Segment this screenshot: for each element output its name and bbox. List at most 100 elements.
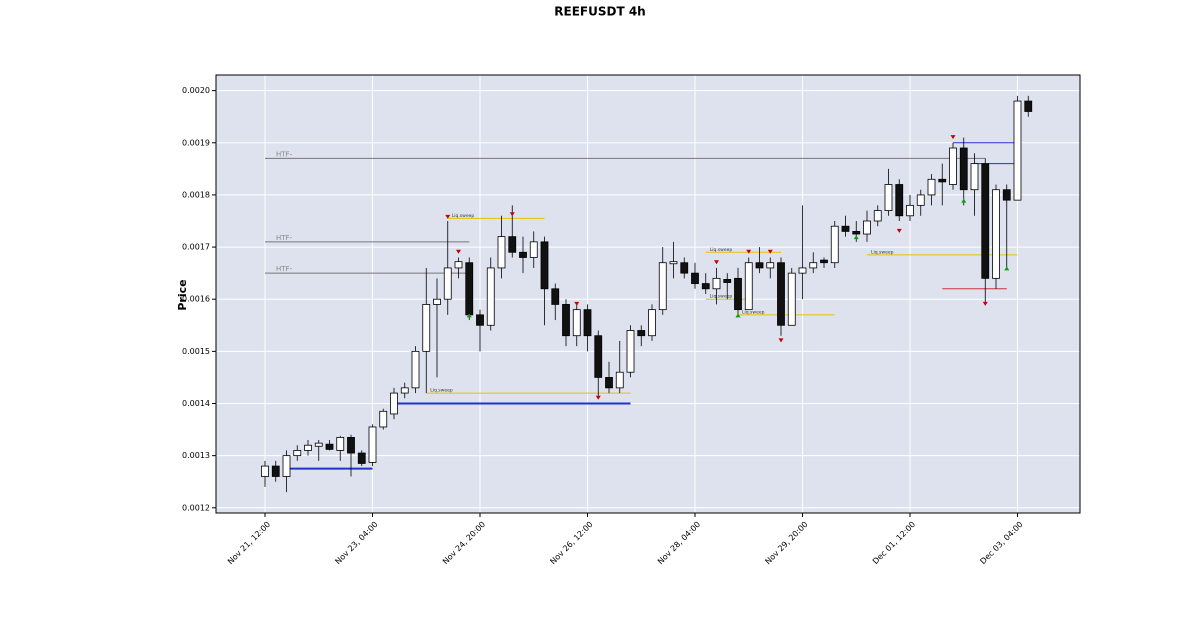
candle-body	[701, 283, 710, 290]
candle-body	[314, 442, 323, 447]
candle	[916, 189, 925, 216]
candle	[411, 346, 420, 394]
candle	[443, 221, 452, 315]
candle	[605, 361, 613, 394]
candle	[519, 236, 527, 274]
candle	[787, 267, 796, 326]
signal-marker	[735, 313, 741, 318]
candle	[476, 309, 484, 352]
candle	[594, 330, 603, 399]
candle-body	[400, 387, 409, 394]
x-tick-label: Nov 24, 20:00	[441, 520, 487, 566]
signal-marker	[950, 135, 956, 140]
candle-body	[486, 267, 495, 326]
candle	[293, 445, 302, 461]
candle-body	[261, 465, 269, 477]
y-axis-label: Price	[176, 279, 189, 310]
candle	[830, 221, 839, 268]
candle	[1002, 184, 1011, 268]
candle-body	[540, 241, 549, 290]
candle-body	[895, 184, 904, 217]
signal-marker	[574, 301, 580, 306]
x-tick-label: Nov 26, 12:00	[548, 520, 594, 566]
level-label: Liq.sweep	[452, 213, 475, 219]
candle	[562, 299, 570, 347]
candle-body	[357, 452, 366, 464]
candle-body	[519, 251, 527, 258]
signal-marker	[778, 338, 784, 343]
candle	[895, 179, 904, 221]
candle	[1024, 95, 1033, 117]
candle-body	[787, 272, 796, 326]
plot-background	[216, 75, 1080, 513]
candle-body	[1002, 189, 1011, 201]
signal-marker	[466, 313, 472, 318]
candle	[992, 184, 1000, 289]
candle	[336, 435, 345, 461]
x-tick-label: Nov 23, 04:00	[333, 520, 379, 566]
candle-body	[755, 262, 764, 269]
level-label: Liq.sweep	[742, 309, 765, 315]
level-label: HTF-	[276, 150, 293, 158]
signal-marker	[767, 249, 773, 254]
candle-body	[411, 350, 420, 389]
candle-body	[583, 309, 592, 337]
chart-title: REEFUSDT 4h	[554, 5, 645, 19]
candle	[755, 247, 764, 274]
signal-marker	[853, 235, 859, 240]
x-tick-label: Nov 21, 12:00	[226, 520, 272, 566]
candle-body	[551, 288, 560, 305]
y-tick-label: 0.0020	[182, 86, 210, 95]
candle-body	[605, 377, 613, 389]
candle	[572, 304, 581, 347]
y-tick-label: 0.0015	[182, 347, 210, 356]
signal-marker	[714, 260, 719, 265]
candle	[809, 252, 818, 274]
candle-body	[959, 147, 968, 191]
candle-body	[368, 426, 377, 463]
candle-body	[809, 262, 818, 269]
y-tick-label: 0.0013	[182, 451, 210, 460]
candle	[454, 257, 463, 279]
candle-body	[433, 298, 441, 305]
candle-body	[594, 335, 603, 378]
candle-body	[347, 436, 355, 454]
candle	[540, 236, 549, 326]
candle-body	[938, 178, 947, 183]
candle-body	[723, 278, 732, 283]
candle	[820, 257, 828, 268]
candle	[766, 257, 775, 279]
y-tick-label: 0.0012	[182, 503, 210, 512]
candle-body	[336, 436, 345, 451]
candle	[357, 450, 366, 467]
level-label: HTF-	[276, 234, 293, 242]
candle-body	[777, 262, 785, 326]
candle	[551, 283, 560, 321]
signal-marker	[595, 395, 601, 400]
candle-body	[949, 147, 957, 185]
candle	[938, 163, 947, 206]
candle	[798, 205, 807, 300]
candle-body	[476, 314, 484, 326]
candle	[325, 440, 334, 451]
candle	[529, 231, 538, 268]
candle-body	[970, 163, 979, 191]
candle	[680, 257, 689, 279]
candle-body	[830, 225, 839, 264]
candle-body	[863, 220, 871, 235]
candle-body	[766, 262, 775, 269]
candle-body	[615, 371, 624, 389]
candle	[723, 273, 732, 300]
candle	[390, 387, 398, 420]
candle	[841, 215, 850, 237]
level-label: Liq.sweep	[430, 388, 453, 394]
signal-marker	[746, 249, 752, 254]
candle-body	[658, 262, 667, 311]
candle-body	[379, 410, 388, 428]
candle	[863, 210, 871, 242]
candle	[658, 247, 667, 315]
candle-body	[734, 277, 742, 311]
candle-body	[744, 262, 753, 311]
candle-body	[626, 330, 635, 373]
x-tick-label: Dec 01, 12:00	[871, 520, 917, 566]
